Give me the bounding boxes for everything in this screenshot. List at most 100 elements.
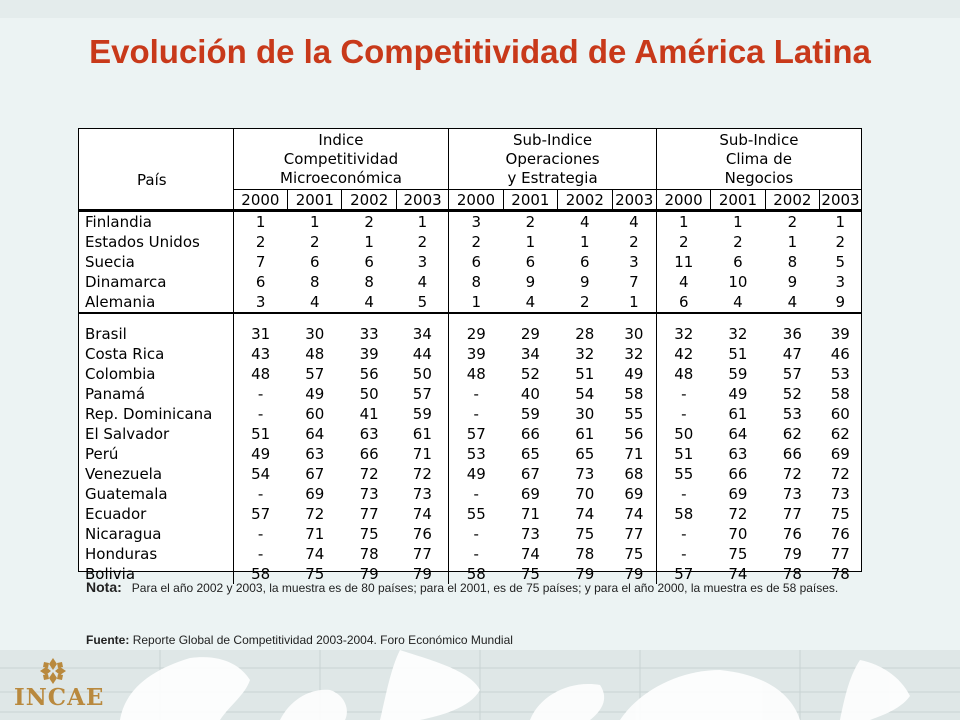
rank-cell: 51 <box>728 345 748 363</box>
table-row: Finlandia 1 1 2 1 3 2 4 4 1 1 2 1 <box>79 210 861 232</box>
rank-cell: 57 <box>448 424 504 444</box>
country-name: Suecia <box>79 252 234 272</box>
rank-cell: 60 <box>830 405 850 423</box>
rank-cell: 74 <box>412 505 432 523</box>
rank-cell: 7 <box>232 252 288 272</box>
rank-cell: - <box>232 524 288 544</box>
rank-cell: 74 <box>305 545 325 563</box>
rank-cell: 75 <box>830 505 850 523</box>
rank-cell: 39 <box>830 325 850 343</box>
rank-cell: 4 <box>525 293 536 311</box>
rank-cell: - <box>232 484 288 504</box>
rank-cell: - <box>448 544 504 564</box>
rank-cell: 61 <box>412 425 432 443</box>
rank-cell: - <box>232 404 288 424</box>
rank-cell: 71 <box>520 505 540 523</box>
source-line: Fuente: Reporte Global de Competitividad… <box>86 633 856 647</box>
rank-cell: 76 <box>830 525 850 543</box>
rank-cell: 4 <box>629 213 639 231</box>
world-map-footer <box>0 650 960 720</box>
country-name: Finlandia <box>79 210 234 232</box>
table-row: Brasil 31 30 33 34 29 29 28 30 32 32 36 39 <box>79 324 861 344</box>
country-name: Ecuador <box>79 504 234 524</box>
rank-cell: 6 <box>733 253 743 271</box>
rank-cell: 78 <box>359 545 379 563</box>
rank-cell: 75 <box>359 525 379 543</box>
rank-cell: 2 <box>364 213 374 231</box>
rank-cell: 79 <box>624 565 644 583</box>
table-row: Alemania 3 4 4 5 1 4 2 1 6 4 4 9 <box>79 292 861 313</box>
rank-cell: 55 <box>655 464 711 484</box>
rank-cell: 30 <box>575 405 595 423</box>
incae-logo-text: INCAE <box>14 684 105 711</box>
rank-cell: 77 <box>359 505 379 523</box>
rank-cell: 1 <box>655 210 711 232</box>
rank-cell: 73 <box>782 485 802 503</box>
table-row: Suecia 7 6 6 3 6 6 6 3 11 6 8 5 <box>79 252 861 272</box>
rank-cell: - <box>232 384 288 404</box>
year-header: 2000 <box>655 189 711 212</box>
rank-cell: 44 <box>412 345 432 363</box>
year-header: 2002 <box>764 189 820 212</box>
rank-cell: 58 <box>232 564 288 584</box>
rank-cell: 1 <box>310 213 320 231</box>
country-name: Alemania <box>79 292 234 313</box>
table-row: Costa Rica 43 48 39 44 39 34 32 32 42 51 47 46 <box>79 344 861 364</box>
rank-cell: 75 <box>305 565 325 583</box>
rank-cell: 72 <box>782 465 802 483</box>
rank-cell: 29 <box>448 324 504 344</box>
table-row: Venezuela 54 67 72 72 49 67 73 68 55 66 72 72 <box>79 464 861 484</box>
block-separator <box>79 312 861 324</box>
rank-cell: 4 <box>310 293 320 311</box>
table-row: Dinamarca 6 8 8 4 8 9 9 7 4 10 9 3 <box>79 272 861 292</box>
rank-cell: 6 <box>580 253 590 271</box>
group-header-indice: Indice Competitividad Microeconómica <box>232 129 449 190</box>
rank-cell: - <box>448 384 504 404</box>
rank-cell: 6 <box>655 292 711 313</box>
table-row: Guatemala -69 73 73-69 70 69-69 73 73 <box>79 484 861 504</box>
rank-cell: 1 <box>787 233 798 251</box>
table-row: Ecuador 57 72 77 74 55 71 74 74 58 72 77 75 <box>79 504 861 524</box>
year-header: 2000 <box>448 189 504 212</box>
rank-cell: 79 <box>412 565 432 583</box>
rank-cell: 40 <box>520 385 540 403</box>
rank-cell: 71 <box>412 445 432 463</box>
group-header-operaciones: Sub-Indice Operaciones y Estrategia <box>448 129 657 190</box>
competitiveness-table: País Indice Competitividad Microeconómica … <box>78 128 862 584</box>
rank-cell: 62 <box>830 425 850 443</box>
rank-cell: - <box>655 404 711 424</box>
year-header: 2002 <box>557 189 612 212</box>
rank-cell: 69 <box>830 445 850 463</box>
country-name: Guatemala <box>79 484 234 504</box>
table-row: Perú 49 63 66 71 53 65 65 71 51 63 66 69 <box>79 444 861 464</box>
country-name: Brasil <box>79 324 234 344</box>
country-name: Venezuela <box>79 464 234 484</box>
rank-cell: 48 <box>305 345 325 363</box>
rank-cell: 3 <box>448 210 504 232</box>
year-header: 2002 <box>341 189 397 212</box>
rank-cell: 4 <box>787 293 798 311</box>
year-header: 2001 <box>502 189 558 212</box>
rank-cell: - <box>448 524 504 544</box>
rank-cell: 72 <box>830 465 850 483</box>
rank-cell: 49 <box>728 385 748 403</box>
rank-cell: 11 <box>655 252 711 272</box>
rank-cell: 78 <box>575 545 595 563</box>
rank-cell: 1 <box>733 213 743 231</box>
rank-cell: 53 <box>830 365 850 383</box>
rank-cell: 73 <box>359 485 379 503</box>
country-name: Estados Unidos <box>79 232 234 252</box>
rank-cell: 28 <box>575 325 595 343</box>
rank-cell: 56 <box>624 425 644 443</box>
country-column-header: País <box>137 170 167 189</box>
rank-cell: 52 <box>520 365 540 383</box>
rank-cell: 78 <box>782 565 802 583</box>
rank-cell: 3 <box>629 253 639 271</box>
table-row: Nicaragua -71 75 76-73 75 77-70 76 76 <box>79 524 861 544</box>
rank-cell: 78 <box>830 565 850 583</box>
rank-cell: 7 <box>629 273 639 291</box>
top-band <box>0 0 960 18</box>
rank-cell: 63 <box>359 425 379 443</box>
rank-cell: 49 <box>624 365 644 383</box>
rank-cell: 52 <box>782 385 802 403</box>
